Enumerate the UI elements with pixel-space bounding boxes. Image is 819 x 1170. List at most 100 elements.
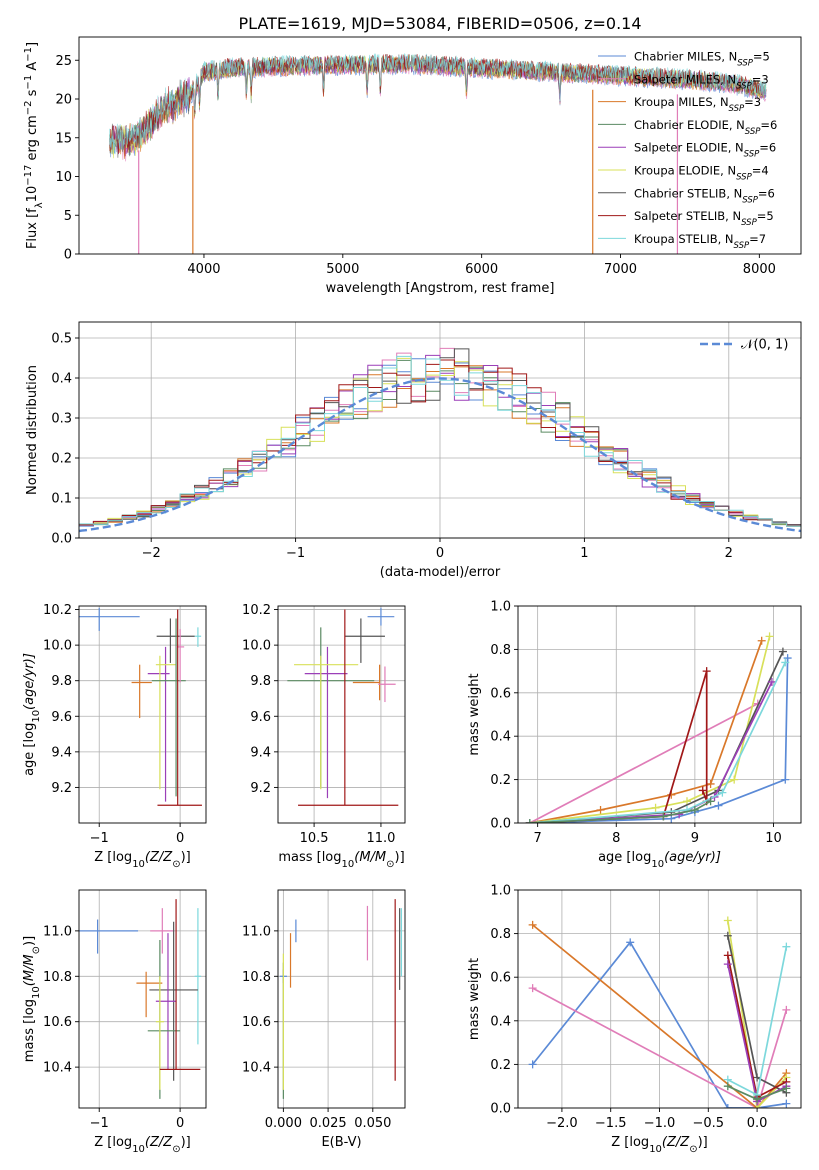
- weight-marker: [528, 1060, 537, 1069]
- label-part: −1: [23, 75, 34, 90]
- label-part: s: [25, 89, 40, 100]
- y-tick-label: 20: [55, 93, 72, 108]
- weight-marker: [659, 812, 668, 821]
- label-part: Z [log: [94, 850, 132, 865]
- legend-entry: Kroupa STELIB, NSSP=7: [634, 232, 766, 251]
- legend-entry: Chabrier STELIB, NSSP=6: [634, 186, 775, 205]
- legend-name: Kroupa MILES, N: [634, 95, 729, 109]
- legend-tail: =5: [757, 209, 774, 223]
- legend-tail: =4: [752, 164, 769, 178]
- x-tick-label: −2.0: [546, 1116, 578, 1131]
- legend-sub: SSP: [729, 104, 745, 114]
- x-tick-label: 7: [534, 831, 542, 846]
- label-part: Z [log: [611, 1135, 649, 1150]
- y-tick-label: 5: [64, 209, 72, 224]
- legend-tail: =6: [760, 118, 777, 132]
- weight-marker: [753, 1095, 762, 1104]
- x-axis-label: E(B-V): [321, 1135, 361, 1150]
- label-part: 10: [342, 859, 355, 870]
- label-part: −17: [23, 165, 34, 186]
- label-part: ⊙: [689, 1144, 697, 1155]
- y-tick-label: 25: [55, 54, 72, 69]
- weight_vs_age-plot-area: [525, 632, 792, 823]
- y-tick-label: 10.2: [242, 603, 271, 618]
- spectrum-frame: [78, 36, 802, 255]
- legend-sub: SSP: [737, 59, 753, 69]
- label-part: A: [25, 62, 40, 75]
- y-axis-label: mass [log10(M/M⊙)]: [22, 936, 42, 1062]
- label-part: Z [log: [94, 1135, 132, 1150]
- label-part: 10: [25, 186, 40, 203]
- legend-name: Chabrier MILES, N: [634, 50, 737, 64]
- y-tick-label: 0.0: [490, 817, 511, 832]
- legend-entry: Salpeter ELODIE, NSSP=6: [634, 141, 776, 160]
- spectrum-plot-area: [109, 53, 767, 254]
- x-tick-label: 7000: [604, 262, 637, 277]
- y-tick-label: 0: [64, 248, 72, 263]
- weight-marker: [723, 960, 732, 969]
- x-tick-label: 0: [176, 831, 184, 846]
- x-tick-label: 0.0: [747, 1116, 768, 1131]
- legend-entry: Kroupa ELODIE, NSSP=4: [634, 164, 769, 183]
- y-tick-label: 9.6: [250, 710, 271, 725]
- weight-marker: [528, 920, 537, 929]
- y-axis-label: age [log10(age/yr)]: [22, 653, 42, 776]
- spectrum-line: [109, 53, 767, 155]
- weight-marker: [782, 1099, 791, 1108]
- plots: 4000 5000 6000 7000 80000510152025wavelength…: [22, 36, 802, 1155]
- y-tick-label: 0.2: [490, 773, 511, 788]
- weight-marker: [723, 931, 732, 940]
- weight-marker: [782, 1005, 791, 1014]
- y-tick-label: 10.6: [43, 1015, 72, 1030]
- y-tick-label: 9.4: [250, 745, 271, 760]
- weight-marker: [723, 1104, 732, 1108]
- y-tick-label: 0.0: [51, 532, 72, 547]
- label-part: −1: [23, 47, 34, 62]
- y-tick-label: 0.4: [490, 730, 511, 745]
- label-part: (Z/Z: [145, 850, 173, 865]
- weight-line: [532, 924, 788, 1108]
- legend-sub: SSP: [745, 127, 761, 137]
- weight-marker: [767, 677, 776, 686]
- mass_vs_Z-axes: −1 010.410.610.811.0Z [log10(Z/Z⊙)]mass […: [22, 889, 207, 1155]
- y-tick-label: 10.6: [242, 1015, 271, 1030]
- y-tick-label: 9.2: [250, 781, 271, 796]
- x-tick-label: 9: [691, 831, 699, 846]
- y-tick-label: 10.2: [43, 603, 72, 618]
- y-axis-label: mass weight: [467, 958, 482, 1040]
- weight-line: [529, 640, 763, 823]
- weight-marker: [528, 984, 537, 993]
- label-part: (Z/Z: [145, 1135, 173, 1150]
- legend-sub: SSP: [736, 81, 752, 91]
- legend-sub: SSP: [744, 150, 760, 160]
- x-tick-label: 1: [580, 546, 588, 561]
- weight_vs_age-frame: [517, 605, 802, 824]
- label-part: )]: [22, 936, 37, 946]
- weight-marker: [690, 805, 699, 814]
- label-part: age [log: [598, 850, 651, 865]
- x-tick-label: 10.5: [300, 831, 329, 846]
- weight-marker: [683, 805, 692, 814]
- x-tick-label: 0: [176, 1116, 184, 1131]
- label-part: )]: [395, 850, 405, 865]
- label-part: mass [log: [22, 999, 37, 1062]
- label-part: erg cm: [25, 115, 40, 164]
- weight_vs_Z-axes: −2.0 −1.5 −1.0 −0.5 0.0 0.0 0.2 0.4 0.6 0.8 1.0 Z […: [467, 884, 802, 1155]
- mass_vs_EBV-plot-area: [279, 899, 403, 1099]
- weight-line: [529, 658, 789, 823]
- x-axis-label: (data-model)/error: [380, 565, 501, 580]
- legend-sub: SSP: [741, 218, 757, 228]
- y-tick-label: 1.0: [490, 600, 511, 615]
- label-part: age [log: [22, 723, 37, 776]
- mass_vs_Z-frame: [78, 889, 207, 1109]
- y-tick-label: 0.6: [490, 971, 511, 986]
- age_vs_mass-frame: [277, 605, 406, 824]
- normal-legend-label: 𝒩(0, 1): [741, 338, 788, 353]
- x-tick-label: 11.0: [366, 831, 395, 846]
- x-axis-label: mass [log10(M/M⊙)]: [278, 850, 404, 870]
- y-tick-label: 0.8: [490, 927, 511, 942]
- legend-name: Chabrier ELODIE, N: [634, 118, 745, 132]
- y-tick-label: 0.2: [490, 1058, 511, 1073]
